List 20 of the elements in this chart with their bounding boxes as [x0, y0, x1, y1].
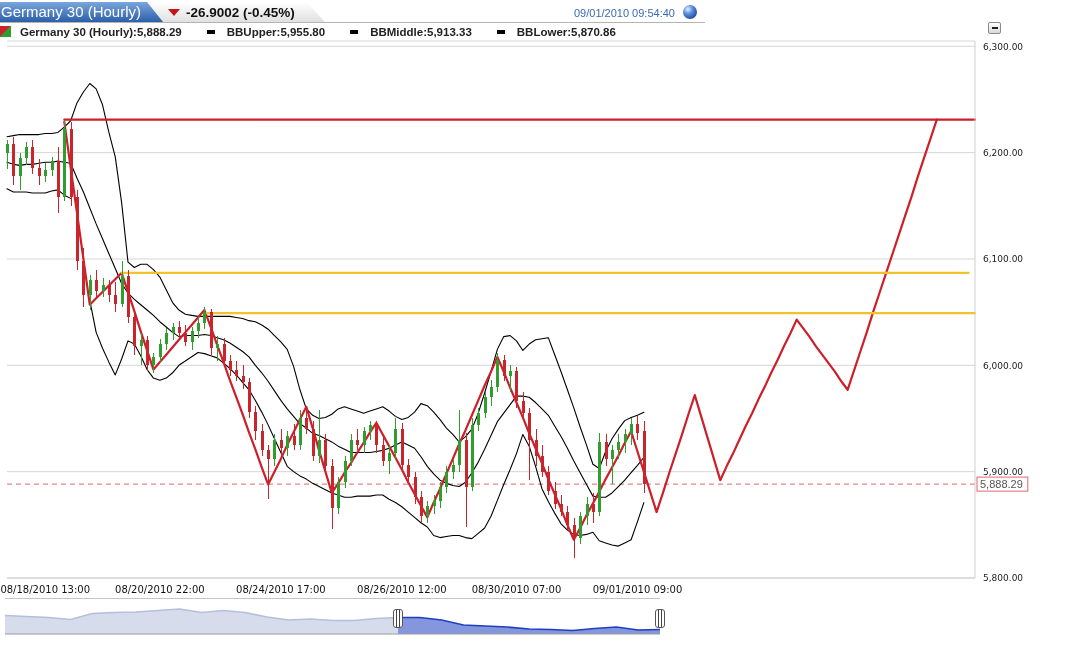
y-tick-label: 6,200.00 — [983, 147, 1024, 158]
x-tick-label: 09/01/2010 09:00 — [592, 584, 683, 596]
x-tick-label: 08/24/2010 17:00 — [236, 584, 326, 596]
y-tick-label: 5,800.00 — [983, 573, 1024, 584]
ref-line-label: 5,888.29 — [980, 478, 1023, 491]
legend-label: BBLower:5,870.86 — [516, 25, 616, 38]
legend-label: BBMiddle:5,913.33 — [370, 25, 472, 38]
x-tick-label: 08/18/2010 13:00 — [0, 584, 91, 596]
x-tick-label: 08/30/2010 07:00 — [471, 584, 562, 596]
x-tick-label: 08/26/2010 12:00 — [357, 584, 447, 596]
text: 09/01/2010 09:54:40 — [574, 7, 675, 19]
chart-subtitle: -26.9002 (-0.45%) — [186, 4, 295, 20]
y-tick-label: 6,300.00 — [983, 41, 1024, 52]
legend-label: Germany 30 (Hourly):5,888.29 — [20, 25, 182, 38]
y-tick-label: 6,100.00 — [983, 254, 1024, 265]
chart-title: Germany 30 (Hourly) — [1, 3, 142, 20]
y-tick-label: 6,000.00 — [983, 360, 1024, 371]
legend-label: BBUpper:5,955.80 — [226, 25, 326, 38]
x-tick-label: 08/20/2010 22:00 — [115, 584, 205, 596]
y-tick-label: 5,900.00 — [983, 466, 1024, 477]
